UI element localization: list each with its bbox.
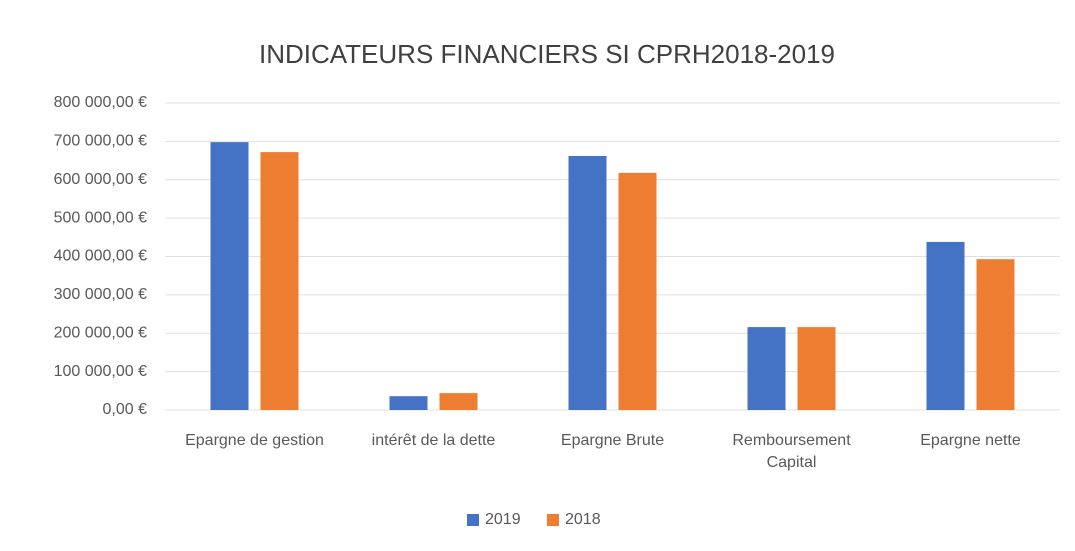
bar [618,172,657,410]
y-tick-label: 800 000,00 € [54,94,148,111]
bar [568,155,607,410]
y-tick-label: 100 000,00 € [54,363,148,380]
x-tick-label: Epargne Brute [560,432,665,449]
y-tick-label: 300 000,00 € [54,286,148,303]
y-tick-label: 500 000,00 € [54,209,148,226]
x-tick-label: Epargne nette [920,432,1021,449]
y-tick-label: 400 000,00 € [54,248,148,265]
x-tick-label: intérêt de la dette [371,432,496,449]
bar [439,393,478,410]
x-tick-label: Remboursement Capital [732,432,851,471]
y-tick-label: 700 000,00 € [54,133,148,150]
y-tick-label: 200 000,00 € [54,324,148,341]
y-tick-label: 600 000,00 € [54,171,148,188]
x-tick-label: Epargne de gestion [185,432,324,449]
legend-label: 2018 [565,511,601,528]
bar [797,327,836,410]
bar [747,327,786,410]
legend-swatch [467,514,479,526]
y-tick-label: 0,00 € [103,401,148,418]
bar [926,241,965,410]
legend-swatch [547,514,559,526]
chart-title: INDICATEURS FINANCIERS SI CPRH2018-2019 [259,39,835,69]
bar [976,259,1015,410]
bar [210,142,249,410]
legend-label: 2019 [485,511,521,528]
bar [260,152,299,410]
bar [389,396,428,410]
